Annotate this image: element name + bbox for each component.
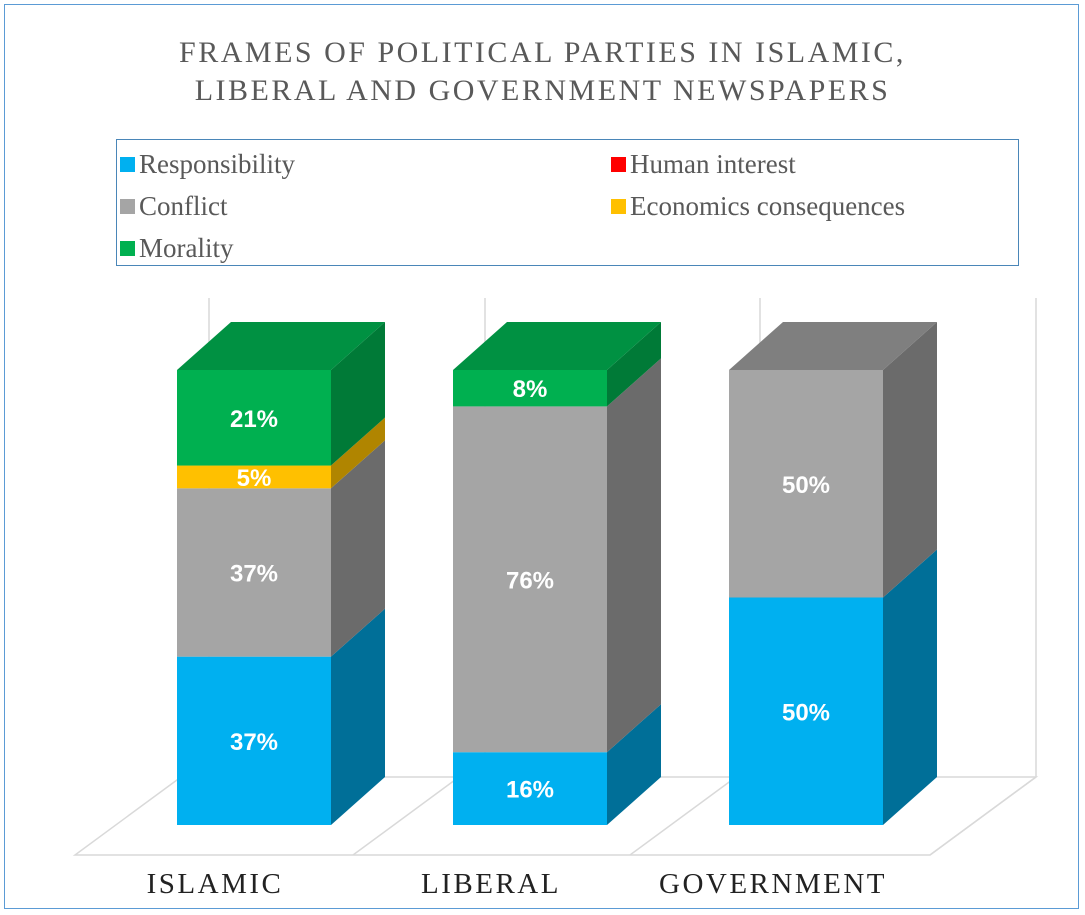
floor-grid-line — [629, 776, 737, 856]
bar-conflict-liberal — [453, 406, 607, 753]
legend-swatch-conflict — [120, 198, 135, 214]
x-tick-label-liberal: LIBERAL — [421, 868, 561, 900]
legend-label-economics-consequences: Economics consequences — [630, 190, 906, 221]
bar-top-government — [729, 322, 937, 370]
bar-side-conflict-islamic — [331, 440, 385, 657]
data-label-morality-islamic: 21% — [230, 406, 278, 433]
floor-grid-line — [352, 776, 460, 856]
data-label-conflict-islamic: 37% — [230, 560, 278, 587]
bar-side-responsibility-islamic — [331, 608, 385, 825]
bar-side-morality-liberal — [607, 322, 661, 407]
chart-floor — [72, 776, 1039, 856]
chart-title-line-1: FRAMES OF POLITICAL PARTIES IN ISLAMIC, — [179, 36, 906, 69]
x-tick-label-islamic: ISLAMIC — [147, 868, 284, 900]
data-label-conflict-liberal: 76% — [506, 567, 554, 594]
legend-item-human-interest: Human interest — [611, 148, 796, 180]
legend: Responsibility Human interest Conflict E… — [116, 139, 1019, 266]
legend-item-conflict: Conflict — [120, 190, 228, 222]
legend-label-human-interest: Human interest — [630, 148, 796, 179]
legend-label-responsibility: Responsibility — [139, 148, 296, 179]
data-label-economics-consequences-islamic: 5% — [237, 465, 272, 492]
bar-side-economics-consequences-islamic — [331, 417, 385, 489]
legend-swatch-morality — [120, 240, 135, 256]
data-label-conflict-government: 50% — [782, 472, 830, 499]
data-label-responsibility-islamic: 37% — [230, 729, 278, 756]
bar-side-responsibility-liberal — [607, 704, 661, 825]
legend-label-morality: Morality — [139, 232, 234, 263]
data-label-responsibility-government: 50% — [782, 699, 830, 726]
bar-side-conflict-liberal — [607, 358, 661, 753]
bar-top-islamic — [177, 322, 385, 370]
bar-side-responsibility-government — [883, 549, 937, 825]
legend-swatch-responsibility — [120, 156, 135, 172]
bar-side-conflict-government — [883, 322, 937, 598]
bar-top-liberal — [453, 322, 661, 370]
bar-morality-islamic — [177, 370, 331, 466]
data-label-responsibility-liberal: 16% — [506, 777, 554, 804]
legend-swatch-human-interest — [611, 156, 626, 172]
bar-morality-liberal — [453, 370, 607, 407]
legend-item-responsibility: Responsibility — [120, 148, 295, 180]
chart-title-line-2: LIBERAL AND GOVERNMENT NEWSPAPERS — [194, 74, 891, 107]
bar-responsibility-islamic — [177, 656, 331, 825]
chart-title: FRAMES OF POLITICAL PARTIES IN ISLAMIC, … — [0, 34, 1085, 110]
bar-conflict-government — [729, 370, 883, 598]
bar-economics-consequences-islamic — [177, 465, 331, 489]
x-tick-label-government: GOVERNMENT — [659, 868, 887, 900]
legend-label-conflict: Conflict — [139, 190, 228, 221]
legend-item-economics-consequences: Economics consequences — [611, 190, 905, 222]
legend-swatch-economics-consequences — [611, 198, 626, 214]
bar-conflict-islamic — [177, 488, 331, 657]
legend-item-morality: Morality — [120, 232, 234, 264]
data-label-morality-liberal: 8% — [513, 376, 548, 403]
bar-side-morality-islamic — [331, 322, 385, 466]
bar-responsibility-government — [729, 597, 883, 825]
bar-responsibility-liberal — [453, 752, 607, 825]
